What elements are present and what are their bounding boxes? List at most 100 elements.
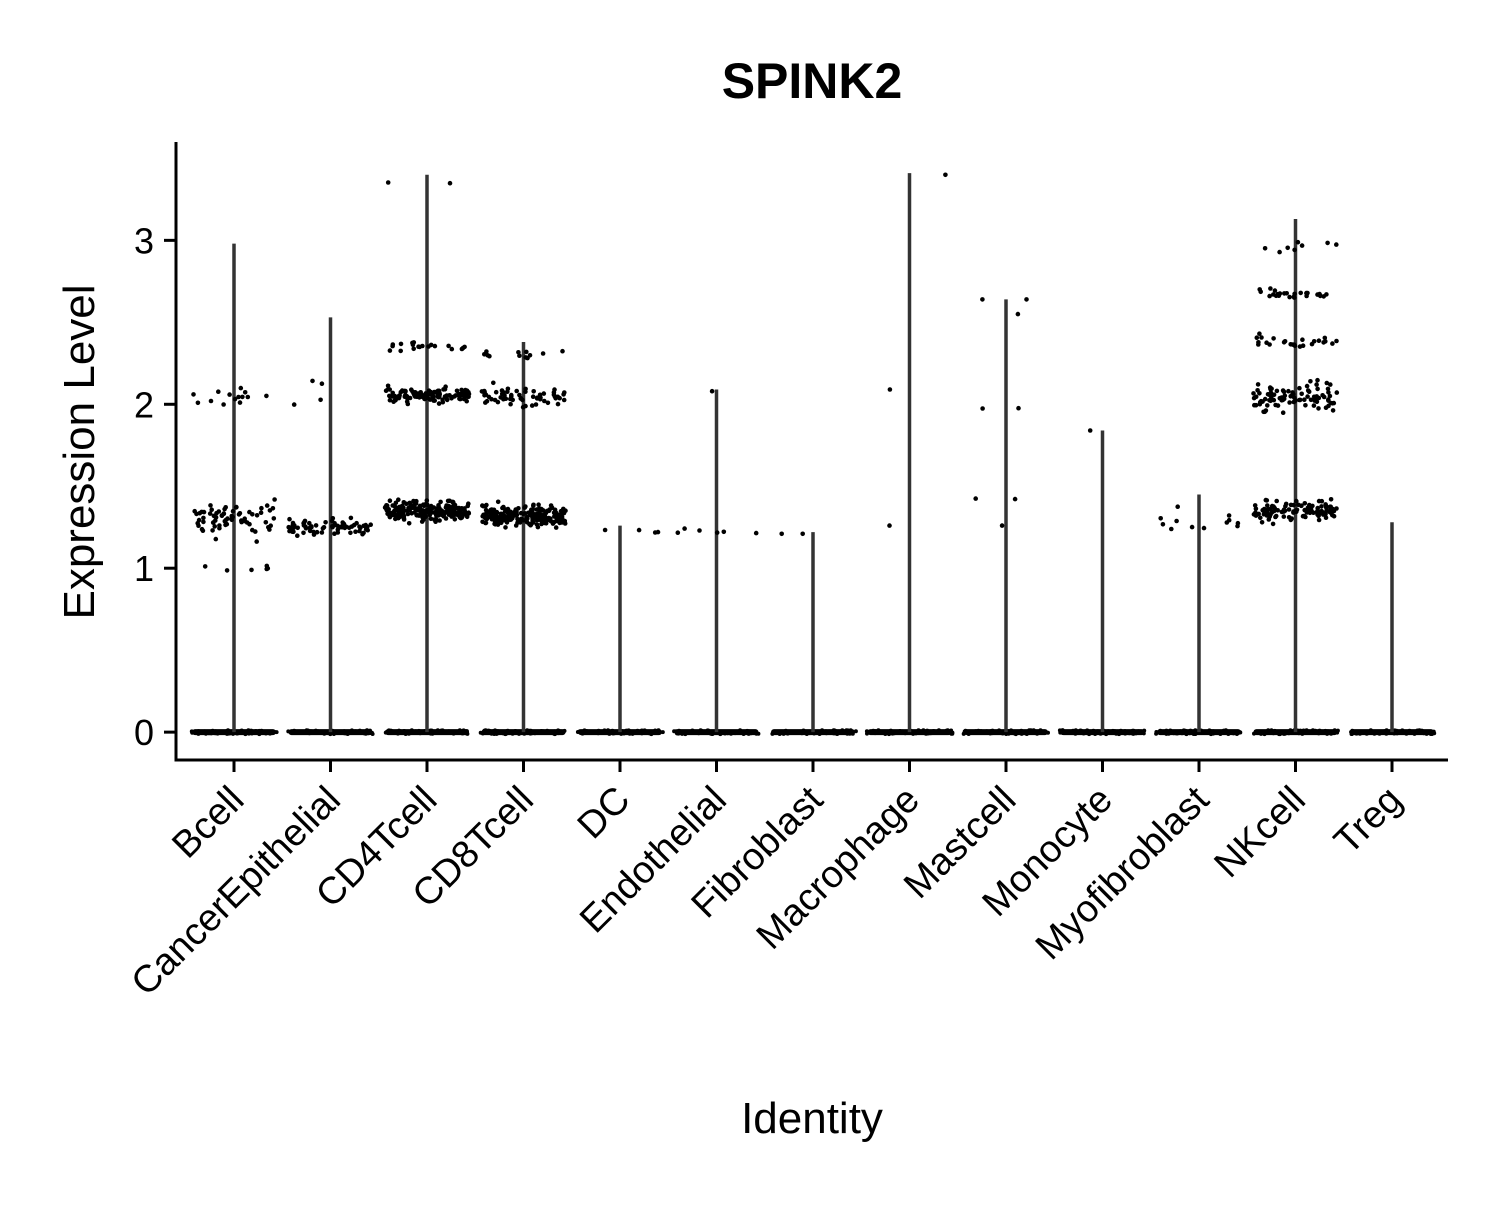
data-point <box>332 523 337 528</box>
data-point <box>508 401 513 407</box>
data-point <box>1324 508 1329 513</box>
data-point <box>435 728 440 733</box>
data-point <box>390 342 396 347</box>
data-point <box>418 731 423 736</box>
data-point <box>234 504 239 510</box>
data-point <box>267 508 273 513</box>
data-point <box>887 387 893 392</box>
data-point <box>491 507 497 513</box>
data-point <box>525 728 530 733</box>
data-point <box>1349 732 1354 736</box>
data-point <box>264 393 269 399</box>
data-point <box>639 728 644 733</box>
data-point <box>949 728 954 733</box>
data-point <box>303 524 308 529</box>
data-point <box>310 378 315 384</box>
data-point <box>536 517 542 522</box>
data-point <box>1314 382 1319 387</box>
data-point <box>607 731 612 736</box>
data-point <box>1299 503 1304 509</box>
data-point <box>1071 730 1076 735</box>
data-point <box>1271 392 1277 398</box>
data-point <box>533 402 539 407</box>
data-point <box>410 340 415 346</box>
data-point <box>266 730 271 735</box>
data-point <box>340 730 345 735</box>
data-point <box>1270 521 1276 527</box>
data-point <box>319 530 325 535</box>
data-point <box>442 394 448 399</box>
data-point <box>446 343 451 349</box>
data-point <box>401 500 407 505</box>
data-point <box>543 510 549 515</box>
data-point <box>1334 242 1339 247</box>
data-point <box>529 731 534 736</box>
x-tick-label: Bcell <box>164 779 252 867</box>
data-point <box>208 503 213 508</box>
data-point <box>236 394 241 400</box>
data-point <box>1302 730 1307 735</box>
data-point <box>1302 501 1308 506</box>
data-point <box>253 729 258 733</box>
data-point <box>1253 511 1259 517</box>
data-point <box>449 510 455 515</box>
data-point <box>213 536 219 542</box>
data-point <box>781 731 786 736</box>
data-point <box>1328 400 1333 406</box>
data-point <box>850 731 855 736</box>
data-point <box>1329 731 1334 736</box>
data-point <box>1268 398 1273 404</box>
data-point <box>1323 339 1328 344</box>
data-point <box>900 729 905 734</box>
data-point <box>1219 730 1224 735</box>
data-point <box>1277 395 1283 401</box>
data-point <box>417 513 422 518</box>
data-point <box>212 524 217 529</box>
data-point <box>540 351 546 356</box>
data-point <box>1265 403 1270 408</box>
data-point <box>1306 504 1312 509</box>
data-point <box>301 530 306 536</box>
data-point <box>495 499 501 505</box>
data-point <box>555 394 560 400</box>
data-point <box>1314 394 1319 399</box>
data-point <box>1323 502 1328 507</box>
data-point <box>1252 402 1257 408</box>
y-axis-title: Expression Level <box>55 284 104 619</box>
data-point <box>1253 394 1259 400</box>
data-point <box>232 396 238 402</box>
data-point <box>1327 393 1333 399</box>
data-point <box>1407 728 1412 733</box>
data-point <box>441 387 446 392</box>
violin-group-mastcell <box>961 297 1050 737</box>
data-point <box>208 398 214 404</box>
data-point <box>551 392 557 398</box>
data-point <box>577 729 582 734</box>
data-point <box>491 729 496 734</box>
data-point <box>1331 508 1337 514</box>
data-point <box>214 510 219 516</box>
data-point <box>1262 246 1268 251</box>
data-point <box>873 729 878 734</box>
data-point <box>385 180 391 185</box>
data-point <box>441 511 447 516</box>
data-point <box>428 516 434 522</box>
data-point <box>1331 513 1337 519</box>
data-point <box>1302 507 1307 513</box>
data-point <box>1226 513 1232 518</box>
data-point <box>1315 377 1320 383</box>
data-point <box>562 390 567 395</box>
data-point <box>789 729 794 734</box>
data-point <box>655 529 661 535</box>
data-point <box>483 507 489 513</box>
data-point <box>1027 728 1032 733</box>
violin-group-bcell <box>189 243 279 737</box>
data-point <box>624 728 629 733</box>
data-point <box>685 731 690 735</box>
data-point <box>295 525 301 531</box>
data-point <box>1297 385 1302 391</box>
data-point <box>1231 729 1236 734</box>
data-point <box>505 728 510 733</box>
data-point <box>545 400 551 406</box>
